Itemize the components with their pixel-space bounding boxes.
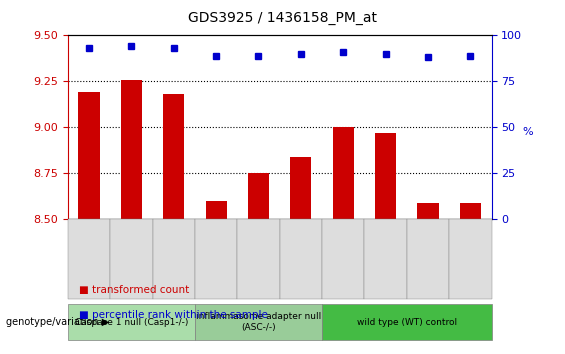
Text: genotype/variation ▶: genotype/variation ▶ (6, 317, 109, 327)
Y-axis label: %: % (523, 127, 533, 137)
Bar (121, 80, 142, 219)
Bar (290, 157, 311, 219)
Text: wild type (WT) control: wild type (WT) control (357, 318, 457, 327)
Bar (248, 173, 269, 219)
Bar (79, 92, 99, 219)
Text: GDS3925 / 1436158_PM_at: GDS3925 / 1436158_PM_at (188, 11, 377, 25)
Bar (418, 203, 438, 219)
Bar (163, 94, 184, 219)
Bar (206, 201, 227, 219)
Text: inflammasome adapter null
(ASC-/-): inflammasome adapter null (ASC-/-) (196, 313, 321, 332)
Bar (333, 127, 354, 219)
Text: Caspase 1 null (Casp1-/-): Caspase 1 null (Casp1-/-) (75, 318, 188, 327)
Text: ■ percentile rank within the sample: ■ percentile rank within the sample (79, 310, 268, 320)
Bar (460, 203, 481, 219)
Bar (375, 133, 396, 219)
Text: ■ transformed count: ■ transformed count (79, 285, 189, 295)
